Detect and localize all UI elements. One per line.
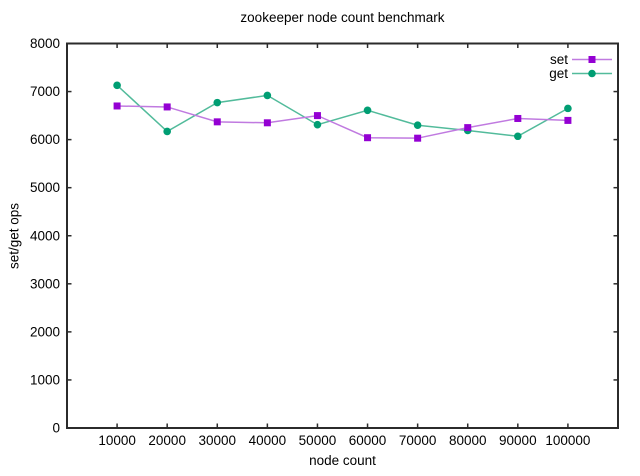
data-point-get (564, 104, 572, 113)
y-tick-label: 4000 (30, 228, 60, 243)
data-point-get (514, 132, 522, 141)
x-tick-label: 70000 (399, 433, 437, 448)
data-point-set (113, 102, 121, 110)
y-tick-label: 0 (52, 421, 60, 436)
y-tick-label: 7000 (30, 84, 60, 99)
data-point-set (364, 134, 372, 142)
data-point-set (414, 134, 422, 142)
data-point-set (163, 103, 171, 111)
data-point-set (514, 114, 522, 122)
data-point-get (363, 106, 372, 115)
x-tick-label: 60000 (349, 433, 387, 448)
data-point-set (263, 119, 271, 127)
x-tick-label: 50000 (299, 433, 337, 448)
x-tick-label: 100000 (545, 433, 590, 448)
data-point-get (113, 81, 121, 90)
y-tick-label: 6000 (30, 132, 60, 147)
data-point-get (163, 127, 171, 136)
data-point-set (313, 112, 321, 120)
y-tick-label: 5000 (30, 180, 60, 195)
x-tick-label: 40000 (249, 433, 287, 448)
x-axis-label: node count (309, 453, 376, 468)
y-tick-label: 3000 (30, 276, 60, 291)
data-point-set (464, 124, 472, 132)
plot-border (66, 42, 619, 429)
data-point-get (263, 91, 272, 100)
legend-label-set: set (550, 52, 568, 67)
y-tick-label: 1000 (30, 372, 60, 387)
x-tick-label: 30000 (198, 433, 236, 448)
series-line-set (117, 105, 568, 139)
legend-marker-get (588, 69, 596, 78)
data-point-get (213, 98, 222, 107)
legend-label-get: get (549, 66, 568, 81)
data-point-set (213, 118, 221, 126)
x-tick-label: 90000 (499, 433, 537, 448)
legend-marker-set (588, 56, 596, 63)
data-point-get (413, 121, 422, 130)
y-tick-label: 2000 (30, 324, 60, 339)
x-tick-label: 10000 (98, 433, 136, 448)
y-tick-label: 8000 (30, 36, 60, 51)
x-tick-label: 20000 (148, 433, 186, 448)
data-point-set (564, 116, 572, 124)
data-point-get (313, 120, 322, 129)
chart-title: zookeeper node count benchmark (240, 10, 445, 25)
x-tick-label: 80000 (449, 433, 487, 448)
series-line-get (116, 84, 569, 138)
